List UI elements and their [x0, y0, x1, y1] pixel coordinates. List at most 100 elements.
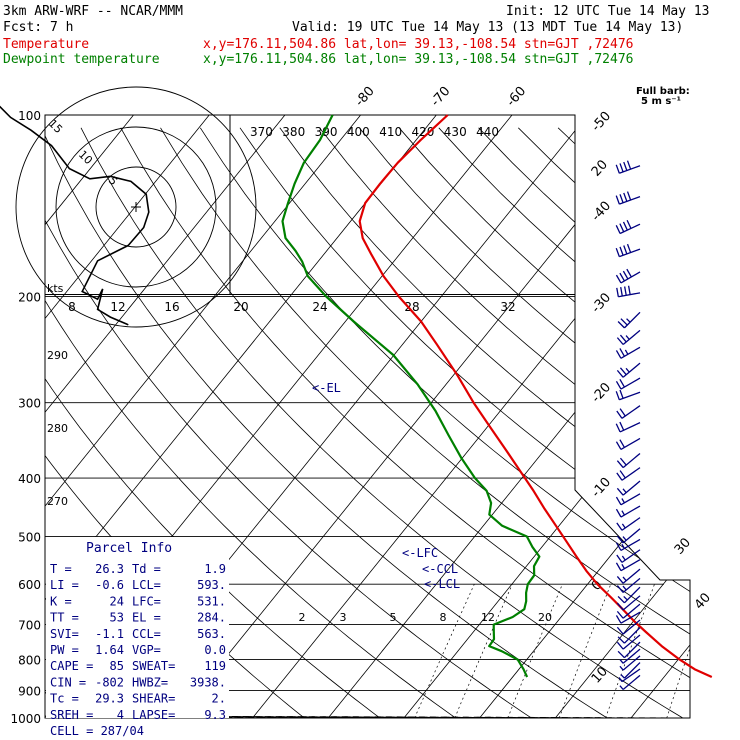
wind-barb	[616, 405, 641, 419]
parcel-key: PW =	[50, 643, 79, 657]
wind-barb-staff	[622, 595, 641, 611]
wind-barb-flag	[619, 272, 625, 282]
wind-barb	[616, 528, 641, 544]
wind-barb-flag	[615, 391, 620, 401]
wind-barb-staff	[623, 627, 641, 644]
parcel-key: LI =	[50, 578, 79, 592]
parcel-value: 0.0	[204, 643, 226, 657]
wind-barb-flag	[616, 535, 624, 544]
isotherm-label: -40	[589, 199, 614, 225]
isotherm	[45, 115, 210, 718]
wind-barb-flag	[626, 268, 632, 278]
parcel-title: Parcel Info	[86, 541, 172, 556]
wind-barb-flag	[616, 575, 624, 584]
parcel-key: EL =	[132, 611, 161, 625]
wind-barb-flag	[622, 270, 629, 280]
wind-barb-staff	[622, 362, 641, 378]
parcel-value: 29.3	[95, 692, 124, 706]
wind-barb	[615, 538, 641, 552]
dry-adiabat	[160, 127, 690, 718]
pressure-label: 500	[18, 530, 41, 544]
wind-barb-half	[623, 595, 628, 601]
wind-barb-flag	[615, 615, 622, 624]
wind-barb-flag	[616, 337, 624, 345]
wind-barb-flag	[616, 487, 624, 496]
parcel-value: 53	[110, 611, 124, 625]
wind-barb-staff	[619, 195, 641, 205]
parcel-key: Tc =	[50, 692, 79, 706]
wind-barb-flag	[619, 408, 626, 417]
isotherm	[45, 115, 286, 718]
mixing-ratio-line	[558, 584, 612, 718]
pressure-label: 600	[18, 578, 41, 592]
wind-barbs	[615, 160, 641, 690]
dry-adiabat	[438, 127, 690, 718]
wind-barb-half	[621, 555, 626, 561]
wind-barb	[616, 577, 641, 593]
wind-barb	[615, 493, 641, 506]
wind-barb-flag	[615, 274, 622, 284]
wind-barb-staff	[620, 271, 641, 284]
pressure-label: 900	[18, 684, 41, 698]
parcel-key: Td =	[132, 562, 161, 576]
wind-barb-flag	[617, 636, 625, 644]
wind-barb-staff	[620, 559, 641, 572]
dry-adiabat	[319, 127, 690, 718]
wind-barb-staff	[620, 346, 641, 359]
wind-barb-half	[619, 659, 624, 664]
wind-barb-half	[622, 536, 627, 541]
wind-barb-flag	[615, 380, 622, 390]
parcel-value: 26.3	[95, 562, 124, 576]
parcel-key: SWEAT=	[132, 659, 175, 673]
dry-adiabat	[398, 127, 690, 718]
wind-barb-flag	[616, 626, 624, 635]
wind-barb	[615, 160, 641, 174]
wind-barb-flag	[616, 472, 623, 481]
wind-barb-flag	[626, 160, 632, 170]
wind-barb-staff	[620, 611, 641, 624]
wind-barb	[619, 655, 641, 671]
hodograph-baseline	[45, 294, 575, 295]
wind-barb-flag	[623, 245, 628, 255]
forecast-hour: Fcst: 7 h	[3, 20, 73, 35]
wind-barb-flag	[619, 457, 627, 466]
wind-barb-flag	[615, 508, 622, 518]
wind-barb-staff	[619, 165, 641, 174]
temperature-location: x,y=176.11,504.86 lat,lon= 39.13,-108.54…	[203, 37, 633, 52]
dry-adiabat	[637, 127, 690, 718]
dry-adiabat	[279, 127, 690, 718]
pressure-label: 300	[18, 397, 41, 411]
theta-label: 380	[282, 125, 305, 139]
wind-barb-flag	[626, 243, 632, 253]
parcel-key: HWBZ=	[132, 675, 168, 689]
hodograph-speed-label: 12	[110, 300, 125, 314]
parcel-value: -1.1	[95, 627, 124, 641]
wind-barb	[616, 634, 641, 650]
wind-barb-flag	[623, 192, 628, 202]
isotherm-label: -20	[589, 380, 614, 406]
wind-barb-staff	[622, 648, 641, 664]
wind-barb-flag	[619, 367, 627, 376]
hodograph-speed-label: 16	[164, 300, 179, 314]
wind-barb	[620, 662, 641, 679]
wind-barb-half	[621, 510, 625, 516]
dry-adiabat	[478, 127, 690, 718]
wind-barb-staff	[622, 634, 641, 650]
wind-barb-flag	[615, 247, 620, 257]
wind-barb-flag	[619, 378, 625, 388]
level-marker-ccl: <-CCL	[422, 562, 458, 576]
parcel-key: LCL=	[132, 578, 161, 592]
hodograph-speed-label: 20	[233, 300, 248, 314]
mixing-ratio-label: 3	[340, 611, 347, 624]
wind-barb	[615, 611, 641, 624]
wind-barb-flag	[619, 421, 625, 431]
wind-barb-flag	[616, 610, 624, 619]
parcel-value: 1.64	[95, 643, 124, 657]
isotherm	[176, 115, 664, 718]
wind-barb-flag	[619, 470, 626, 479]
valid-time: Valid: 19 UTC Tue 14 May 13 (13 MDT Tue …	[292, 20, 683, 35]
wind-barb-flag	[617, 595, 625, 604]
mixing-ratio-label: 5	[390, 611, 397, 624]
